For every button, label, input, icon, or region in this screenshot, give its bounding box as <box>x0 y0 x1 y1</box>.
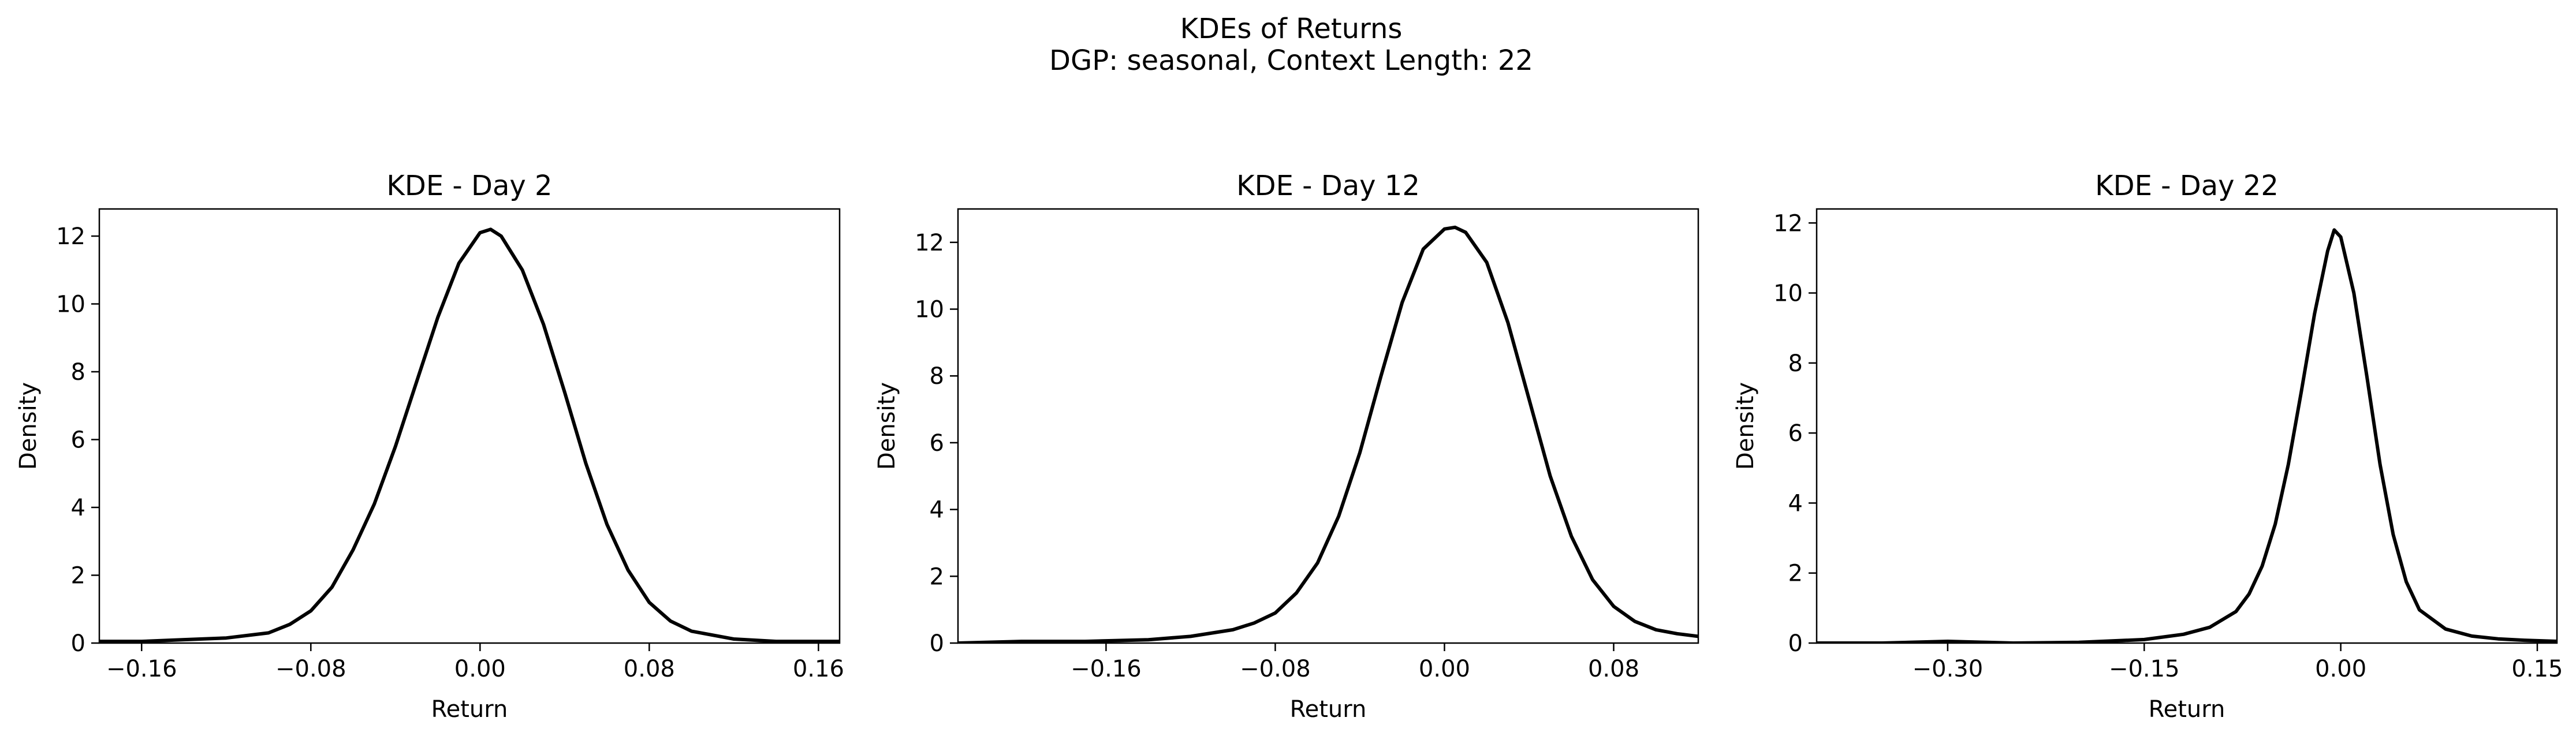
panel-title: KDE - Day 2 <box>386 170 552 202</box>
y-tick-label: 0 <box>930 630 944 657</box>
x-tick-label: −0.30 <box>1913 656 1984 682</box>
y-tick-label: 4 <box>1788 490 1803 517</box>
y-tick-label: 12 <box>915 230 944 256</box>
y-tick-label: 10 <box>915 297 944 323</box>
kde-panel-day-12: KDE - Day 12 −0.16 −0.08 0.00 0.08 0 2 4 6 8 10 12 R… <box>874 170 1699 723</box>
axes-frame <box>98 208 841 644</box>
y-tick-label: 6 <box>1788 420 1803 447</box>
kde-panel-day-2: KDE - Day 2 −0.16 −0.08 0.00 0.08 0.16 0 2 4 6 8 10… <box>15 170 844 723</box>
panel-title: KDE - Day 22 <box>2095 170 2279 202</box>
figure-title-line2: DGP: seasonal, Context Length: 22 <box>1049 44 1533 77</box>
x-tick-label: −0.15 <box>2109 656 2180 682</box>
y-axis-label: Density <box>874 382 900 470</box>
panel-title: KDE - Day 12 <box>1236 170 1420 202</box>
kde-panel-day-22: KDE - Day 22 −0.30 −0.15 0.00 0.15 0 2 4 6 8 10 12 R… <box>1732 170 2563 723</box>
y-axis-label: Density <box>15 382 42 470</box>
y-tick-label: 2 <box>1788 561 1803 587</box>
axes-frame <box>1815 208 2558 644</box>
x-tick-label: −0.08 <box>275 656 346 682</box>
kde-curve <box>1817 228 2557 643</box>
x-axis-label: Return <box>431 696 508 723</box>
x-tick-label: −0.08 <box>1240 656 1311 682</box>
y-tick-label: 8 <box>71 359 85 386</box>
y-tick-label: 4 <box>71 495 85 521</box>
x-tick-label: 0.15 <box>2511 656 2563 682</box>
x-tick-label: 0.16 <box>793 656 844 682</box>
y-tick-label: 8 <box>930 363 944 390</box>
y-tick-label: 10 <box>1773 281 1803 307</box>
figure-title-line1: KDEs of Returns <box>1180 13 1403 45</box>
y-tick-label: 0 <box>1788 630 1803 657</box>
x-tick-label: 0.00 <box>1419 656 1470 682</box>
y-tick-label: 4 <box>930 497 944 524</box>
x-axis-label: Return <box>1290 696 1367 723</box>
x-axis-label: Return <box>2149 696 2225 723</box>
x-tick-label: 0.08 <box>1588 656 1639 682</box>
y-tick-label: 2 <box>930 563 944 590</box>
kde-curve <box>99 227 840 643</box>
y-tick-label: 0 <box>71 630 85 657</box>
x-tick-label: 0.00 <box>2315 656 2366 682</box>
y-tick-label: 6 <box>930 430 944 457</box>
y-tick-label: 10 <box>56 292 85 318</box>
x-tick-label: −0.16 <box>1071 656 1142 682</box>
kde-curve <box>958 225 1698 643</box>
x-tick-label: 0.00 <box>454 656 506 682</box>
y-tick-label: 2 <box>71 563 85 589</box>
y-axis-label: Density <box>1732 382 1759 470</box>
x-tick-label: −0.16 <box>106 656 177 682</box>
y-tick-label: 12 <box>56 223 85 250</box>
y-tick-label: 8 <box>1788 350 1803 377</box>
x-tick-label: 0.08 <box>624 656 675 682</box>
axes-frame <box>957 208 1699 644</box>
y-tick-label: 6 <box>71 427 85 454</box>
y-tick-label: 12 <box>1773 210 1803 237</box>
